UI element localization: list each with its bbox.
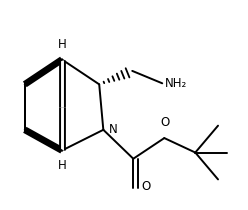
Text: O: O [161, 116, 170, 129]
Text: O: O [141, 180, 150, 193]
Text: H: H [58, 38, 66, 51]
Text: N: N [109, 123, 117, 136]
Text: H: H [58, 159, 66, 172]
Text: NH₂: NH₂ [165, 77, 187, 90]
